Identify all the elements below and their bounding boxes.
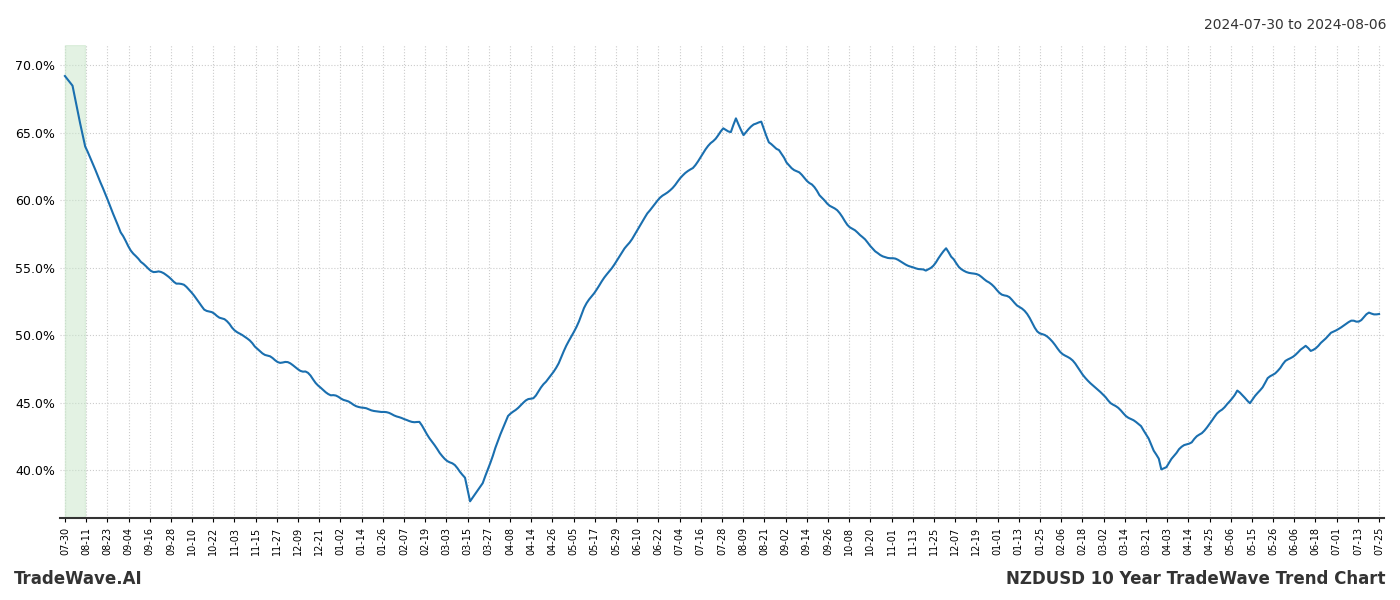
Text: NZDUSD 10 Year TradeWave Trend Chart: NZDUSD 10 Year TradeWave Trend Chart: [1007, 570, 1386, 588]
Bar: [64, 45, 85, 518]
Text: TradeWave.AI: TradeWave.AI: [14, 570, 143, 588]
Text: 2024-07-30 to 2024-08-06: 2024-07-30 to 2024-08-06: [1204, 18, 1386, 32]
